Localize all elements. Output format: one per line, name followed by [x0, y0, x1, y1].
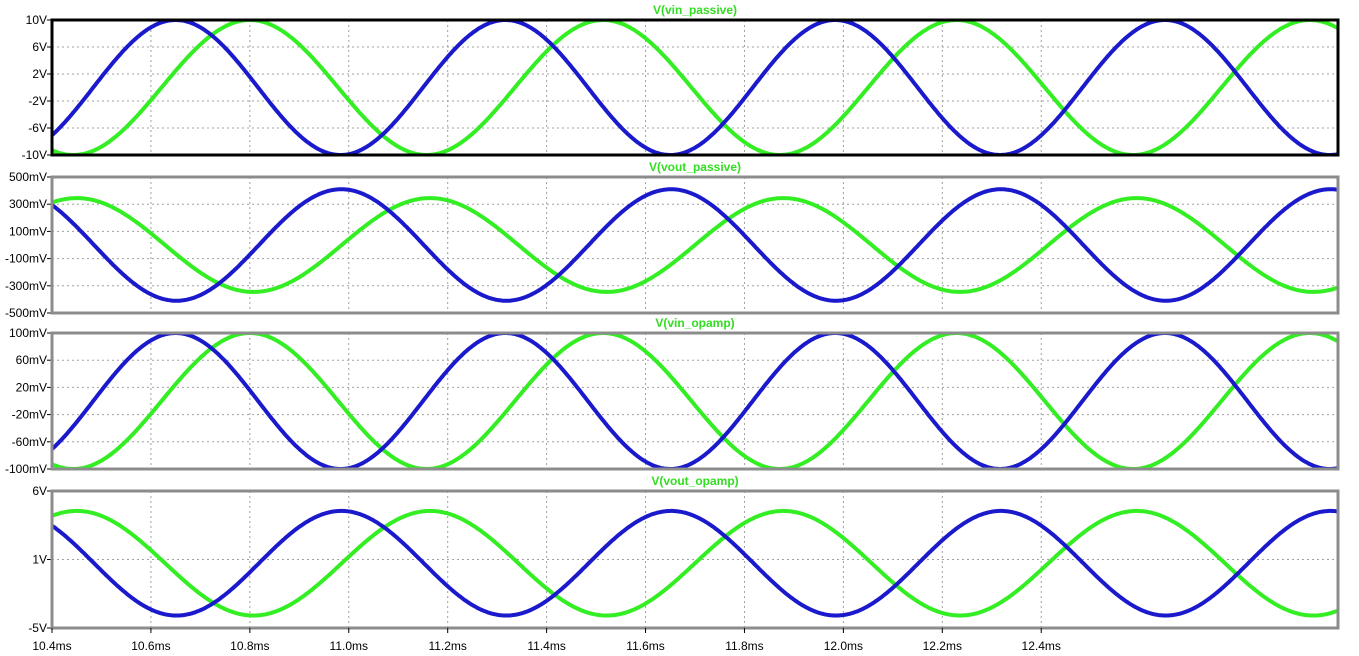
x-tick-label: 11.6ms	[626, 639, 664, 653]
x-tick-label: 12.0ms	[824, 639, 863, 653]
pane-frame[interactable]	[50, 489, 1340, 630]
y-tick-label: -100mV	[5, 252, 47, 266]
x-tick-label: 12.2ms	[923, 639, 962, 653]
x-tick-label: 10.4ms	[32, 639, 71, 653]
y-tick-label: 300mV	[9, 197, 47, 211]
trace-blue-line	[52, 20, 1338, 155]
x-tick-label: 11.8ms	[725, 639, 763, 653]
y-tick-label: 1V	[32, 553, 47, 567]
y-tick-label: -60mV	[12, 435, 47, 449]
y-tick-label: -5V	[28, 621, 47, 635]
x-tick-label: 11.4ms	[527, 639, 565, 653]
y-tick-label: 60mV	[16, 353, 47, 367]
pane-title[interactable]: V(vout_passive)	[649, 160, 741, 174]
y-tick-label: 6V	[32, 484, 47, 498]
y-tick-label: 20mV	[16, 380, 47, 394]
x-tick-label: 11.0ms	[330, 639, 368, 653]
pane-title[interactable]: V(vin_opamp)	[655, 316, 734, 330]
y-tick-label: 10V	[26, 13, 47, 27]
y-tick-label: 2V	[32, 67, 47, 81]
y-tick-label: 100mV	[9, 326, 47, 340]
trace-green-line	[52, 20, 1338, 155]
pane-frame[interactable]	[50, 18, 1340, 157]
x-tick-label: 12.4ms	[1022, 639, 1061, 653]
trace-green-line	[52, 196, 1338, 294]
y-tick-label: -2V	[28, 94, 47, 108]
y-tick-label: 6V	[32, 40, 47, 54]
trace-blue-line	[52, 508, 1338, 618]
x-tick-label: 11.2ms	[428, 639, 466, 653]
trace-green-line	[52, 508, 1338, 618]
y-tick-label: -500mV	[5, 306, 47, 320]
pane-frame[interactable]	[50, 175, 1340, 315]
y-tick-label: -300mV	[5, 279, 47, 293]
pane-frame[interactable]	[50, 331, 1340, 471]
x-tick-label: 10.6ms	[131, 639, 170, 653]
trace-blue-line	[52, 187, 1338, 303]
pane-title[interactable]: V(vin_passive)	[653, 3, 737, 17]
trace-green-line	[52, 333, 1338, 469]
y-tick-label: -20mV	[12, 408, 47, 422]
y-tick-label: 100mV	[9, 224, 47, 238]
pane-title[interactable]: V(vout_opamp)	[651, 474, 738, 488]
x-tick-label: 10.8ms	[230, 639, 269, 653]
y-tick-label: 500mV	[9, 170, 47, 184]
y-tick-label: -6V	[28, 121, 47, 135]
y-tick-label: -100mV	[5, 462, 47, 476]
y-tick-label: -10V	[22, 148, 47, 162]
trace-blue-line	[52, 333, 1338, 469]
